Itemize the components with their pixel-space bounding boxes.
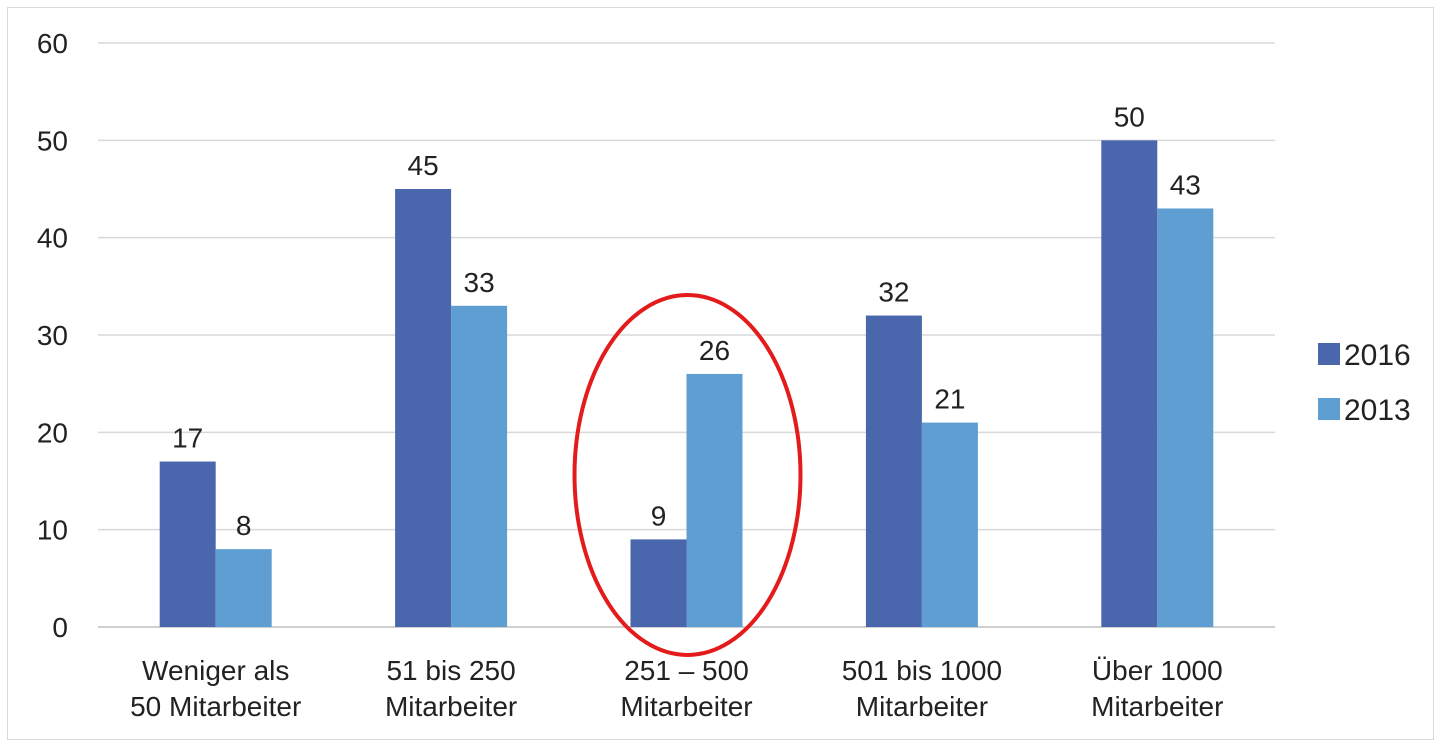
data-label: 9	[651, 500, 667, 531]
data-label: 45	[408, 150, 439, 181]
y-tick-label: 30	[37, 320, 68, 351]
data-labels: 17 8 45 33 9 26 32 21 50 43	[172, 101, 1201, 541]
bar-2013	[451, 305, 508, 627]
x-category-label: 50 Mitarbeiter	[130, 691, 301, 722]
data-label: 43	[1170, 169, 1201, 200]
bar-2016	[159, 461, 216, 627]
y-tick-label: 50	[37, 125, 68, 156]
bar-2013	[921, 422, 978, 627]
data-label: 50	[1114, 101, 1145, 132]
data-label: 32	[878, 277, 909, 308]
y-tick-label: 10	[37, 515, 68, 546]
bar-2013	[215, 549, 272, 627]
legend-swatch-2016	[1318, 343, 1340, 365]
x-category-label: Mitarbeiter	[856, 691, 988, 722]
y-axis: 0 10 20 30 40 50 60	[37, 28, 68, 643]
x-category-label: Weniger als	[142, 655, 289, 686]
bar-2016	[1101, 140, 1158, 628]
x-category-label: Über 1000	[1092, 655, 1223, 686]
x-category-label: 501 bis 1000	[842, 655, 1002, 686]
x-category-label: Mitarbeiter	[620, 691, 752, 722]
bar-2016	[865, 315, 922, 627]
bar-2016	[630, 539, 687, 627]
y-tick-label: 20	[37, 417, 68, 448]
x-category-label: Mitarbeiter	[1091, 691, 1223, 722]
x-category-label: Mitarbeiter	[385, 691, 517, 722]
bar-2013	[686, 373, 743, 627]
data-label: 8	[236, 510, 252, 541]
data-label: 21	[934, 384, 965, 415]
data-label: 26	[699, 335, 730, 366]
legend-label-2013: 2013	[1344, 394, 1411, 427]
bar-2016	[395, 189, 452, 627]
highlight-ellipse	[572, 293, 803, 657]
y-tick-label: 60	[37, 28, 68, 59]
gridlines	[98, 42, 1275, 628]
annotations	[572, 293, 803, 657]
legend-label-2016: 2016	[1344, 339, 1411, 372]
data-label: 33	[464, 267, 495, 298]
x-category-label: 51 bis 250	[386, 655, 515, 686]
bars	[159, 140, 1214, 628]
y-tick-label: 40	[37, 223, 68, 254]
bar-2013	[1157, 208, 1214, 627]
legend: 2016 2013	[1318, 339, 1411, 427]
x-axis: Weniger als 50 Mitarbeiter 51 bis 250 Mitar…	[130, 655, 1223, 722]
x-category-label: 251 – 500	[624, 655, 749, 686]
legend-swatch-2013	[1318, 398, 1340, 420]
data-label: 17	[172, 423, 203, 454]
y-tick-label: 0	[52, 612, 68, 643]
